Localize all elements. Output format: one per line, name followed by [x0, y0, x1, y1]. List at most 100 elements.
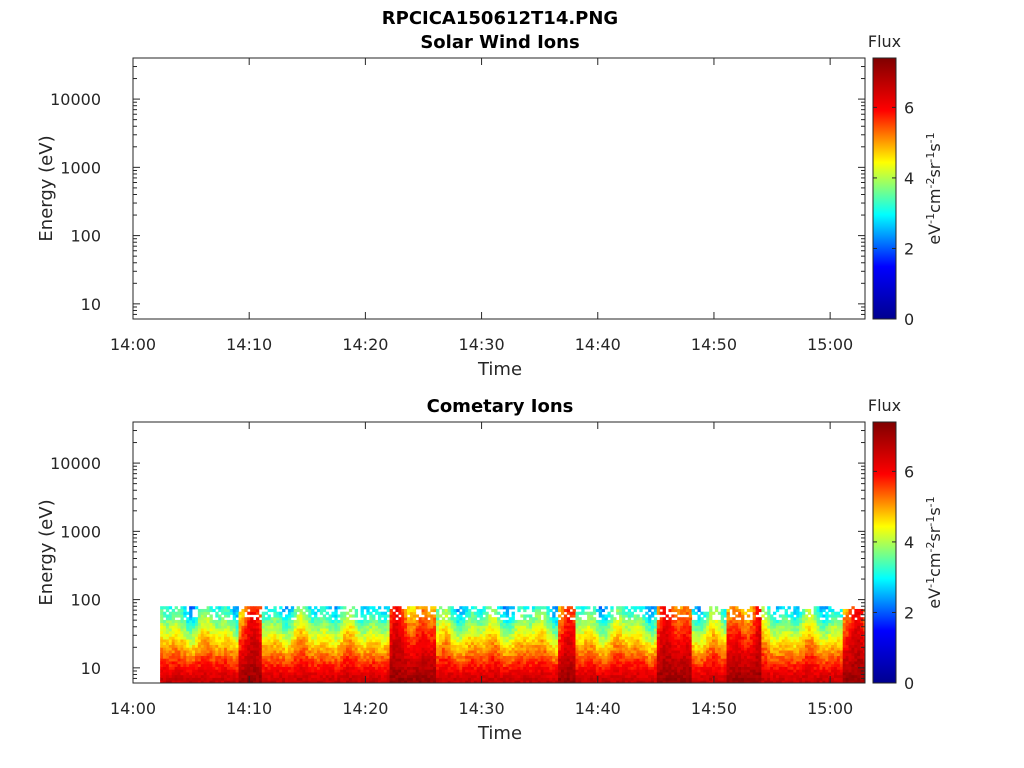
spectrogram-cell [247, 652, 251, 656]
spectrogram-cell [404, 652, 408, 656]
spectrogram-cell [543, 639, 547, 643]
spectrogram-cell [261, 669, 266, 673]
spectrogram-cell [282, 608, 286, 613]
spectrogram-cell [311, 633, 315, 637]
spectrogram-cell [290, 672, 295, 676]
spectrogram-cell [636, 677, 640, 681]
spectrogram-cell [563, 641, 568, 646]
spectrogram-cell [285, 663, 289, 667]
spectrogram-cell [253, 625, 257, 629]
spectrogram-cell [581, 622, 585, 626]
spectrogram-cell [468, 647, 472, 651]
spectrogram-cell [348, 652, 353, 656]
spectrogram-cell [177, 655, 181, 659]
spectrogram-cell [592, 658, 597, 662]
spectrogram-cell [401, 666, 405, 670]
spectrogram-cell [290, 608, 295, 613]
spectrogram-cell [680, 628, 684, 632]
spectrogram-cell [468, 677, 472, 681]
spectrogram-cell [232, 614, 237, 618]
spectrogram-cell [177, 663, 181, 667]
spectrogram-cell [653, 669, 658, 673]
spectrogram-cell [560, 674, 565, 678]
spectrogram-cell [598, 636, 603, 640]
spectrogram-cell [653, 617, 658, 621]
spectrogram-cell [290, 666, 295, 670]
spectrogram-cell [497, 622, 501, 626]
spectrogram-cell [186, 619, 190, 624]
spectrogram-cell [334, 608, 338, 613]
spectrogram-cell [450, 652, 454, 656]
spectrogram-cell [386, 639, 390, 643]
spectrogram-cell [383, 677, 388, 681]
spectrogram-cell [462, 663, 466, 667]
spectrogram-cell [343, 625, 347, 629]
spectrogram-cell [462, 633, 466, 637]
spectrogram-cell [215, 619, 219, 624]
spectrogram-cell [694, 650, 698, 654]
spectrogram-cell [177, 625, 181, 629]
spectrogram-cell [163, 625, 167, 629]
spectrogram-cell [459, 628, 463, 632]
spectrogram-cell [270, 619, 274, 624]
spectrogram-cell [325, 606, 329, 610]
spectrogram-cell [587, 619, 591, 624]
spectrogram-cell [209, 617, 213, 621]
spectrogram-cell [226, 619, 231, 624]
spectrogram-cell [592, 606, 597, 610]
spectrogram-cell [290, 677, 295, 681]
spectrogram-cell [267, 680, 271, 684]
spectrogram-cell [575, 650, 579, 654]
spectrogram-cell [287, 617, 292, 621]
spectrogram-cell [668, 647, 672, 651]
spectrogram-cell [383, 661, 388, 665]
spectrogram-cell [633, 614, 637, 618]
spectrogram-cell [395, 650, 399, 654]
spectrogram-cell [613, 658, 617, 662]
spectrogram-cell [415, 628, 420, 632]
spectrogram-cell [616, 650, 620, 654]
spectrogram-cell [386, 666, 390, 670]
spectrogram-cell [433, 669, 437, 673]
spectrogram-cell [398, 617, 402, 621]
spectrogram-cell [653, 611, 658, 615]
spectrogram-cell [537, 680, 542, 684]
spectrogram-cell [688, 669, 693, 673]
spectrogram-cell [241, 614, 245, 618]
spectrogram-cell [380, 619, 385, 624]
spectrogram-cell [529, 633, 533, 637]
spectrogram-cell [685, 674, 690, 678]
spectrogram-cell [531, 652, 536, 656]
spectrogram-cell [395, 622, 399, 626]
spectrogram-cell [584, 611, 588, 615]
spectrogram-cell [680, 650, 684, 654]
spectrogram-cell [395, 658, 399, 662]
spectrogram-cell [325, 652, 329, 656]
spectrogram-cell [616, 630, 620, 635]
spectrogram-cell [255, 658, 260, 662]
spectrogram-cell [624, 650, 629, 654]
spectrogram-cell [241, 658, 245, 662]
spectrogram-cell [665, 658, 669, 662]
spectrogram-cell [508, 663, 512, 667]
spectrogram-cell [674, 619, 678, 624]
spectrogram-cell [232, 636, 237, 640]
spectrogram-cell [633, 663, 637, 667]
spectrogram-cell [238, 619, 242, 624]
spectrogram-cell [267, 644, 271, 648]
spectrogram-cell [183, 619, 187, 624]
spectrogram-cell [540, 619, 544, 624]
spectrogram-cell [386, 641, 390, 646]
spectrogram-cell [627, 661, 632, 665]
spectrogram-cell [607, 611, 611, 615]
spectrogram-cell [401, 677, 405, 681]
spectrogram-cell [529, 655, 533, 659]
spectrogram-cell [436, 650, 440, 654]
spectrogram-cell [523, 622, 527, 626]
spectrogram-cell [587, 625, 591, 629]
spectrogram-cell [331, 614, 335, 618]
spectrogram-cell [511, 652, 515, 656]
spectrogram-cell [334, 647, 338, 651]
spectrogram-cell [290, 636, 295, 640]
spectrogram-cell [433, 661, 437, 665]
